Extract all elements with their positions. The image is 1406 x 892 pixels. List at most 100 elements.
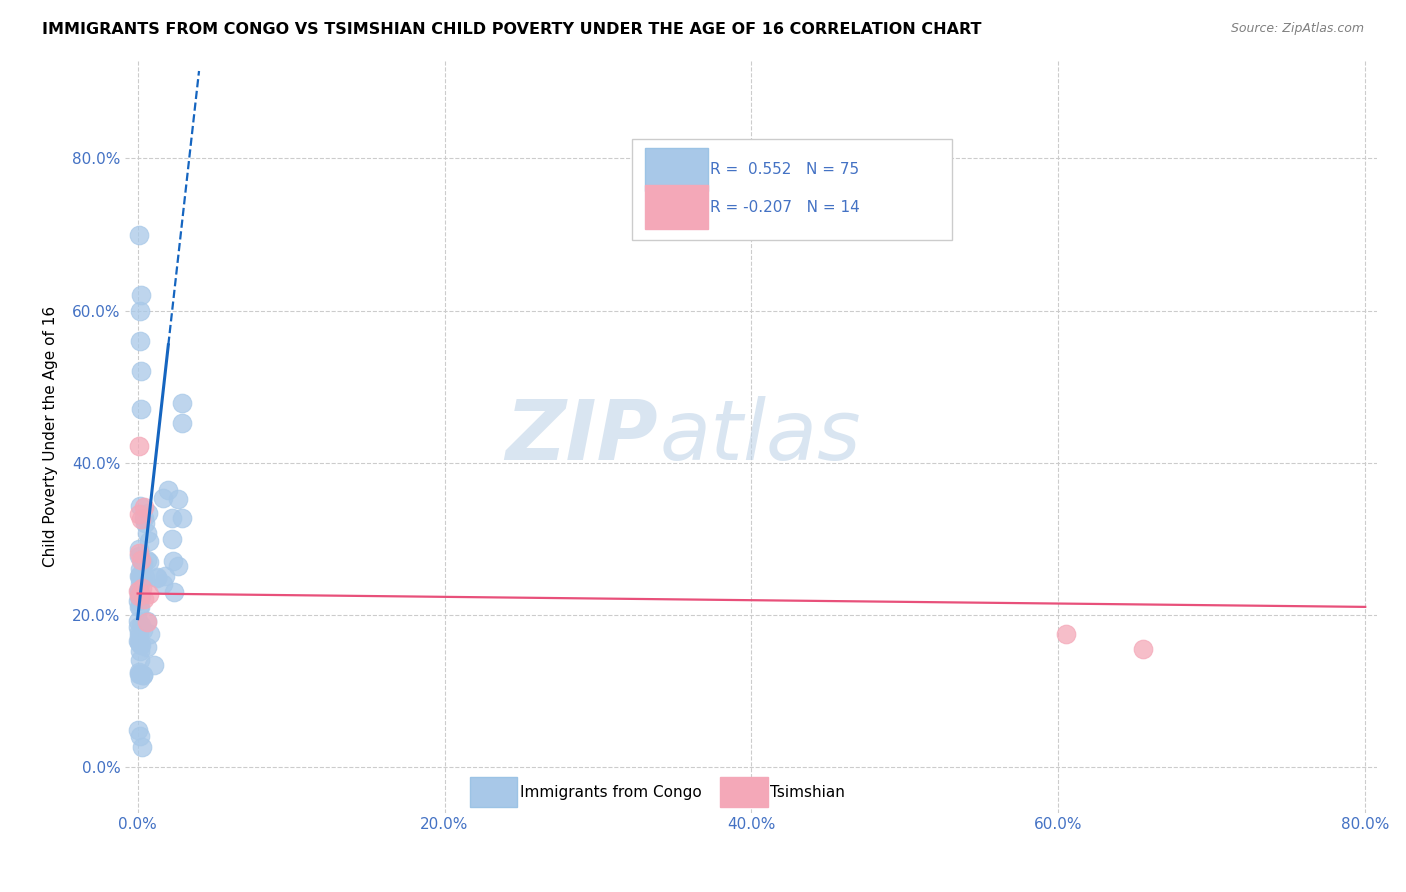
Point [160, 532, 183, 546]
Point [128, 541, 150, 556]
Point [129, 653, 152, 667]
Text: Source: ZipAtlas.com: Source: ZipAtlas.com [1230, 22, 1364, 36]
Y-axis label: Child Poverty Under the Age of 16: Child Poverty Under the Age of 16 [44, 305, 58, 566]
Point [127, 593, 149, 607]
Point [167, 492, 190, 507]
Point [143, 658, 166, 673]
Point [138, 555, 160, 569]
Point [135, 552, 157, 566]
Point [128, 667, 150, 681]
Point [129, 639, 152, 653]
Point [146, 571, 169, 585]
Point [127, 614, 149, 628]
Point [131, 402, 153, 417]
Text: IMMIGRANTS FROM CONGO VS TSIMSHIAN CHILD POVERTY UNDER THE AGE OF 16 CORRELATION: IMMIGRANTS FROM CONGO VS TSIMSHIAN CHILD… [42, 22, 981, 37]
Point [128, 630, 150, 644]
Point [138, 533, 160, 548]
Text: ZIP: ZIP [505, 395, 658, 476]
Point [152, 577, 174, 591]
Point [131, 624, 153, 638]
Point [129, 499, 152, 513]
Point [128, 546, 150, 560]
Point [1054, 627, 1077, 641]
Point [132, 668, 155, 682]
Point [134, 516, 156, 531]
Text: Tsimshian: Tsimshian [770, 785, 845, 800]
Point [129, 666, 152, 681]
Point [132, 510, 155, 524]
Point [132, 557, 155, 571]
Point [128, 577, 150, 591]
Point [128, 549, 150, 563]
Point [136, 506, 159, 520]
Point [129, 600, 152, 615]
Point [135, 525, 157, 540]
Point [131, 740, 153, 755]
Point [1132, 642, 1154, 657]
Point [127, 584, 149, 599]
Point [129, 303, 152, 318]
Point [157, 483, 180, 498]
Point [136, 640, 159, 655]
Point [162, 554, 184, 568]
Point [170, 396, 193, 410]
Point [129, 288, 152, 302]
Point [129, 590, 152, 604]
Point [160, 511, 183, 525]
Point [129, 729, 152, 743]
Point [139, 627, 162, 641]
FancyBboxPatch shape [645, 148, 707, 192]
Text: atlas: atlas [659, 395, 862, 476]
Point [128, 600, 150, 615]
Point [128, 569, 150, 583]
Point [129, 572, 152, 586]
Text: R = -0.207   N = 14: R = -0.207 N = 14 [710, 200, 860, 215]
Point [134, 500, 156, 515]
Point [129, 552, 152, 566]
Point [128, 508, 150, 522]
Point [128, 589, 150, 603]
Point [131, 582, 153, 596]
Text: Immigrants from Congo: Immigrants from Congo [520, 785, 702, 800]
Point [129, 618, 152, 632]
Point [152, 491, 174, 505]
Point [129, 334, 152, 348]
Point [134, 570, 156, 584]
Point [129, 512, 152, 526]
Point [129, 637, 152, 651]
Point [127, 620, 149, 634]
Point [131, 572, 153, 586]
Point [128, 562, 150, 576]
FancyBboxPatch shape [470, 777, 517, 807]
Point [129, 672, 152, 686]
Point [128, 227, 150, 242]
Point [129, 567, 152, 582]
Point [129, 568, 152, 582]
Point [131, 555, 153, 569]
Point [155, 569, 177, 583]
Point [127, 723, 149, 737]
Point [138, 587, 160, 601]
Point [128, 634, 150, 648]
Point [163, 585, 186, 599]
Point [146, 570, 169, 584]
Text: R =  0.552   N = 75: R = 0.552 N = 75 [710, 162, 859, 177]
Point [170, 511, 193, 525]
Point [129, 364, 152, 378]
Point [135, 614, 157, 628]
Point [166, 558, 188, 573]
Point [128, 644, 150, 658]
Point [128, 589, 150, 603]
FancyBboxPatch shape [645, 186, 707, 229]
Point [136, 615, 159, 629]
Point [127, 633, 149, 648]
Point [128, 584, 150, 599]
Point [131, 572, 153, 586]
Point [128, 625, 150, 640]
Point [132, 667, 155, 681]
FancyBboxPatch shape [720, 777, 768, 807]
Point [128, 591, 150, 605]
Point [172, 416, 194, 430]
Point [132, 591, 155, 606]
Point [128, 439, 150, 453]
